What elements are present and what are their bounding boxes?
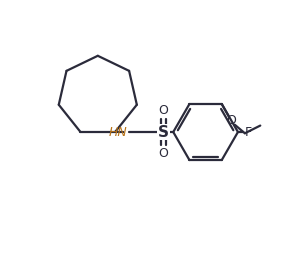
Text: F: F — [245, 126, 252, 139]
Text: O: O — [226, 114, 236, 127]
Text: O: O — [158, 104, 168, 117]
Text: S: S — [158, 124, 169, 140]
Text: HN: HN — [109, 126, 128, 139]
Text: O: O — [158, 147, 168, 160]
